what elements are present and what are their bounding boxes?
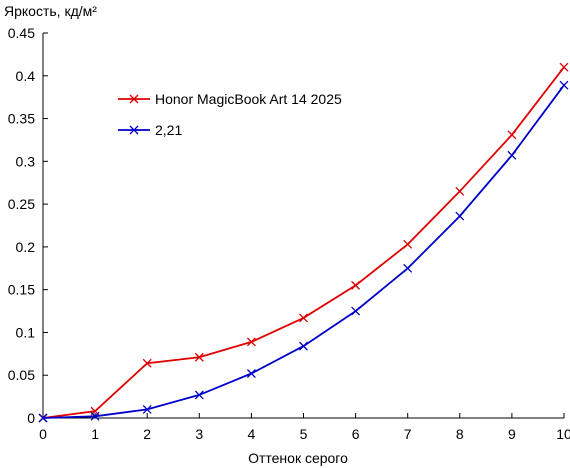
y-tick-label: 0.35 (8, 111, 35, 127)
marker-stroke (507, 150, 517, 160)
data-point (507, 150, 517, 160)
x-tick-label: 0 (39, 426, 47, 442)
data-point (142, 358, 152, 368)
legend: Honor MagicBook Art 14 2025 2,21 (118, 91, 342, 138)
marker-stroke (455, 186, 465, 196)
x-tick-label: 8 (456, 426, 464, 442)
data-point (455, 211, 465, 221)
data-point (246, 337, 256, 347)
x-tick-label: 6 (352, 426, 360, 442)
data-point (194, 352, 204, 362)
x-tick-label: 7 (404, 426, 412, 442)
series-line (42, 84, 565, 419)
x-tick-label: 10 (556, 426, 570, 442)
y-tick-label: 0.45 (8, 25, 35, 41)
data-point (142, 404, 152, 414)
x-tick-label: 2 (143, 426, 151, 442)
y-tick-group: 0 0.05 0.1 0.15 0.2 0.25 0.3 0.35 0.4 0.45 (8, 25, 48, 426)
marker-stroke (403, 239, 413, 249)
marker-stroke (299, 341, 308, 351)
marker-stroke (351, 306, 361, 316)
marker-stroke (403, 263, 413, 273)
y-tick-label: 0.05 (8, 367, 35, 383)
marker-stroke (351, 280, 361, 290)
marker-stroke (455, 211, 465, 221)
series-line (42, 66, 565, 419)
data-point (403, 263, 413, 273)
x-tick-label: 4 (248, 426, 256, 442)
y-tick-label: 0.15 (8, 282, 35, 298)
legend-swatch-marker (129, 125, 139, 135)
x-tick-label: 1 (91, 426, 99, 442)
legend-label: Honor MagicBook Art 14 2025 (155, 91, 342, 107)
data-point (299, 341, 308, 351)
x-tick-label: 5 (300, 426, 308, 442)
data-point (507, 130, 517, 140)
data-point (299, 313, 308, 323)
data-point (246, 369, 256, 378)
marker-stroke (246, 337, 256, 347)
y-tick-label: 0 (27, 410, 35, 426)
series-group (38, 62, 569, 423)
x-axis-title: Оттенок серого (248, 450, 348, 466)
marker-stroke (194, 352, 204, 362)
data-point (194, 390, 204, 400)
x-tick-label: 9 (508, 426, 516, 442)
data-point (351, 280, 361, 290)
data-point (351, 306, 361, 316)
data-point (559, 80, 569, 90)
marker-stroke (559, 80, 569, 90)
marker-stroke (142, 358, 152, 368)
marker-stroke (194, 390, 204, 400)
marker-stroke (246, 369, 256, 378)
data-point (455, 186, 465, 196)
legend-label: 2,21 (155, 122, 182, 138)
data-point (559, 62, 569, 72)
y-tick-label: 0.4 (16, 68, 36, 84)
data-point (403, 239, 413, 249)
marker-stroke (507, 130, 517, 140)
legend-swatch-marker (129, 94, 139, 104)
marker-stroke (559, 62, 569, 72)
marker-stroke (38, 413, 48, 423)
marker-stroke (90, 411, 100, 421)
data-point (90, 411, 100, 421)
y-tick-label: 0.3 (16, 153, 36, 169)
y-axis-title: Яркость, кд/м² (4, 3, 97, 19)
x-tick-group: 0 1 2 3 4 5 6 7 8 9 10 (39, 413, 570, 442)
marker-stroke (299, 313, 308, 323)
y-tick-label: 0.2 (16, 239, 36, 255)
data-point (38, 413, 48, 423)
x-tick-label: 3 (195, 426, 203, 442)
marker-stroke (142, 404, 152, 414)
y-tick-label: 0.25 (8, 196, 35, 212)
y-tick-label: 0.1 (16, 324, 36, 340)
